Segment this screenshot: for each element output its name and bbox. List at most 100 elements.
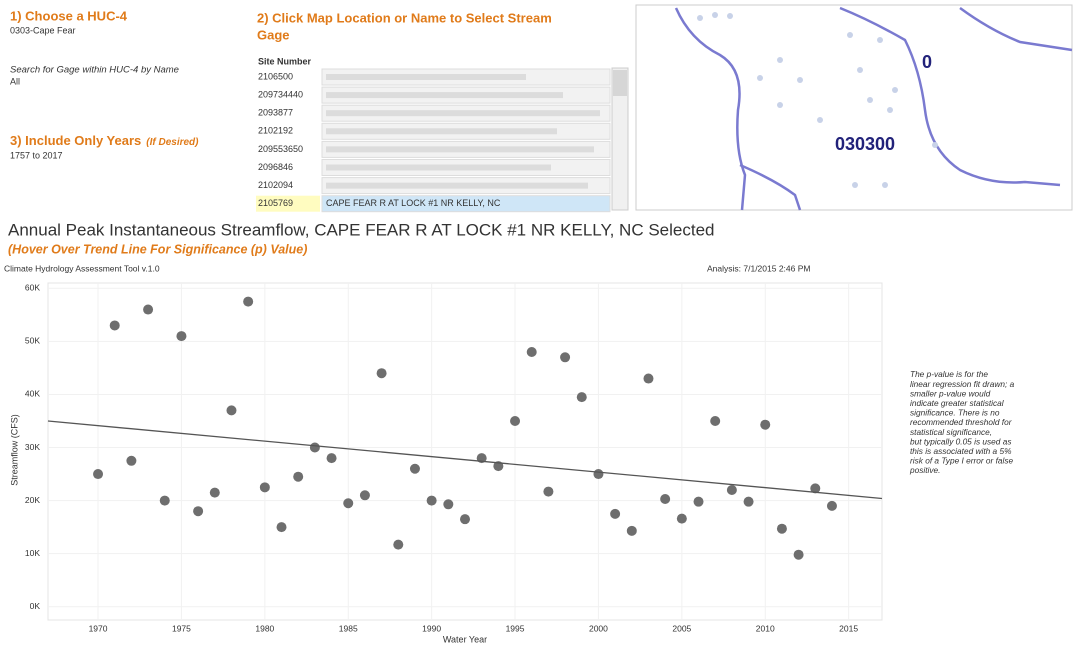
- data-point[interactable]: [143, 304, 154, 315]
- years-hint: (If Desired): [146, 137, 199, 148]
- data-point[interactable]: [626, 525, 637, 536]
- data-point[interactable]: [660, 493, 671, 504]
- data-point[interactable]: [743, 496, 754, 507]
- map-boundary: [959, 6, 1073, 52]
- huc-value[interactable]: 0303-Cape Fear: [10, 25, 76, 35]
- years-value[interactable]: 1757 to 2017: [10, 150, 63, 160]
- site-number[interactable]: 2105769: [258, 198, 293, 208]
- scrollbar[interactable]: [611, 67, 629, 211]
- data-point[interactable]: [243, 296, 254, 307]
- map-boundary: [839, 6, 1061, 187]
- site-name-blur: [326, 128, 557, 135]
- site-number[interactable]: 2093877: [258, 108, 293, 118]
- site-number[interactable]: 209734440: [258, 89, 303, 99]
- data-point[interactable]: [293, 471, 304, 482]
- data-point[interactable]: [193, 506, 204, 517]
- site-number[interactable]: 2096846: [258, 162, 293, 172]
- data-point[interactable]: [576, 392, 587, 403]
- years-title: 3) Include Only Years (If Desired): [10, 133, 199, 148]
- plot-area: [47, 282, 883, 621]
- x-tick-label: 2010: [756, 623, 775, 633]
- gage-title: 2) Click Map Location or Name to Select …: [257, 10, 552, 25]
- site-row[interactable]: 209553650: [258, 140, 611, 158]
- y-tick-label: 50K: [25, 336, 40, 346]
- site-name-cell[interactable]: [321, 195, 611, 213]
- data-point[interactable]: [359, 490, 370, 501]
- search-value[interactable]: All: [10, 76, 20, 86]
- site-name-blur: [326, 164, 551, 171]
- data-point[interactable]: [376, 368, 387, 379]
- data-point[interactable]: [259, 482, 270, 493]
- data-point[interactable]: [426, 495, 437, 506]
- data-point[interactable]: [526, 346, 537, 357]
- x-tick-label: 1990: [422, 623, 441, 633]
- data-point[interactable]: [710, 415, 721, 426]
- x-tick-label: 2000: [589, 623, 608, 633]
- source: Climate Hydrology Assessment Tool v.1.0: [4, 263, 160, 273]
- data-point[interactable]: [593, 469, 604, 480]
- site-name-blur: [326, 146, 594, 153]
- y-tick-label: 0K: [30, 601, 41, 611]
- data-point[interactable]: [726, 484, 737, 495]
- analysis-date: Analysis: 7/1/2015 2:46 PM: [707, 263, 810, 273]
- data-point[interactable]: [176, 331, 187, 342]
- site-row[interactable]: 2102192: [258, 122, 611, 140]
- site-name-blur: [326, 74, 526, 80]
- data-point[interactable]: [610, 508, 621, 519]
- site-name-blur: [326, 182, 588, 189]
- data-point[interactable]: [326, 453, 337, 464]
- map-boundary: [739, 163, 802, 211]
- p-value-note: statistical significance,: [910, 427, 992, 437]
- map-dots: [697, 12, 938, 188]
- data-point[interactable]: [393, 539, 404, 550]
- x-tick-label: 1975: [172, 623, 191, 633]
- map[interactable]: 0 030300: [635, 4, 1073, 211]
- data-point[interactable]: [209, 487, 220, 498]
- data-point[interactable]: [776, 523, 787, 534]
- data-point[interactable]: [826, 500, 837, 511]
- data-point[interactable]: [343, 498, 354, 509]
- data-point[interactable]: [510, 415, 521, 426]
- site-number[interactable]: 2106500: [258, 71, 293, 81]
- data-point[interactable]: [676, 513, 687, 524]
- site-row[interactable]: 209734440: [258, 86, 611, 104]
- site-number[interactable]: 209553650: [258, 144, 303, 154]
- p-value-note: significance. There is no: [910, 408, 1000, 418]
- data-point[interactable]: [560, 352, 571, 363]
- data-point[interactable]: [793, 549, 804, 560]
- x-tick-label: 2015: [839, 623, 858, 633]
- site-name[interactable]: CAPE FEAR R AT LOCK #1 NR KELLY, NC: [326, 198, 501, 208]
- data-point[interactable]: [443, 499, 454, 510]
- p-value-note: this is associated with a 5%: [910, 446, 1012, 456]
- site-row[interactable]: 2102094: [258, 177, 611, 195]
- scroll-thumb[interactable]: [613, 70, 627, 96]
- data-point[interactable]: [309, 442, 320, 453]
- y-tick-label: 30K: [25, 442, 40, 452]
- p-value-note: indicate greater statistical: [910, 398, 1005, 408]
- data-point[interactable]: [93, 469, 104, 480]
- data-point[interactable]: [409, 463, 420, 474]
- data-point[interactable]: [159, 495, 170, 506]
- p-value-note: recommended threshold for: [910, 417, 1013, 427]
- data-point[interactable]: [109, 320, 120, 331]
- site-row[interactable]: 2106500: [258, 68, 611, 86]
- site-number[interactable]: 2102192: [258, 126, 293, 136]
- data-point[interactable]: [460, 514, 470, 525]
- trend-line[interactable]: [47, 420, 883, 500]
- site-row[interactable]: 2093877: [258, 104, 611, 122]
- data-point[interactable]: [276, 522, 287, 533]
- x-tick-label: 1970: [89, 623, 108, 633]
- data-point[interactable]: [693, 496, 704, 507]
- data-point[interactable]: [643, 373, 654, 384]
- data-point[interactable]: [226, 405, 237, 416]
- site-row[interactable]: 2096846: [258, 159, 611, 176]
- y-tick-label: 10K: [25, 548, 40, 558]
- p-value-note: The p-value is for the: [910, 369, 988, 379]
- site-number[interactable]: 2102094: [258, 180, 293, 190]
- data-point[interactable]: [760, 419, 771, 430]
- site-row[interactable]: 2105769 CAPE FEAR R AT LOCK #1 NR KELLY, …: [256, 195, 611, 213]
- data-point[interactable]: [810, 483, 821, 494]
- data-point[interactable]: [543, 486, 554, 497]
- y-tick-label: 40K: [25, 389, 40, 399]
- data-point[interactable]: [126, 455, 137, 466]
